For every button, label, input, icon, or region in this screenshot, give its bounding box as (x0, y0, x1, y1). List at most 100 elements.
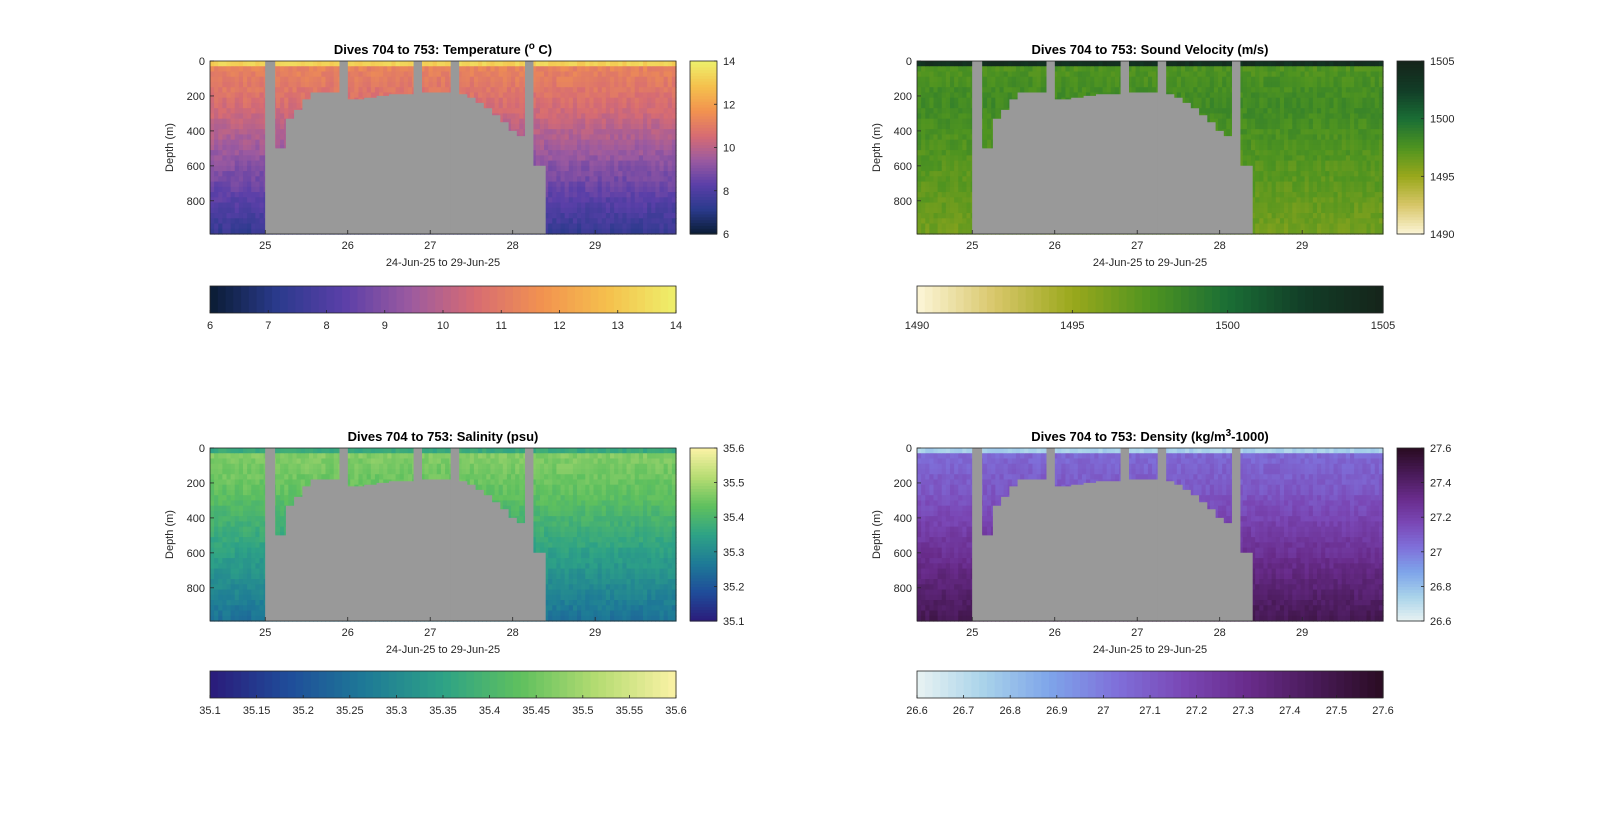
heatmap-cell (242, 218, 248, 225)
heatmap-cell (572, 192, 578, 198)
heatmap-cell (667, 150, 673, 156)
colorbar-segment (690, 176, 717, 180)
heatmap-cell (317, 66, 322, 73)
heatmap-cell (949, 92, 955, 99)
heatmap-cell (564, 202, 570, 209)
heatmap-cell (535, 102, 541, 109)
heatmap-cell (259, 97, 265, 104)
heatmap-cell (284, 113, 289, 120)
heatmap-cell (589, 150, 595, 156)
colorbar-tick-label: 14 (723, 56, 735, 68)
heatmap-cell (234, 197, 240, 204)
heatmap-cell (544, 134, 549, 141)
heatmap-cell (511, 66, 516, 73)
heatmap-cell (966, 207, 972, 214)
heatmap-cell (593, 202, 599, 209)
heatmap-cell (605, 218, 611, 225)
heatmap-cell (284, 66, 289, 73)
heatmap-cell (234, 87, 240, 94)
heatmap-cell (937, 160, 943, 167)
heatmap-cell (251, 160, 256, 167)
heatmap-cell (581, 102, 586, 109)
heatmap-cell (917, 113, 922, 120)
heatmap-cell (991, 113, 996, 120)
heatmap-cell (255, 61, 261, 67)
colorbar-tick-label: 11 (496, 320, 507, 332)
heatmap-cell (242, 76, 248, 83)
heatmap-cell (379, 66, 384, 73)
heatmap-cell (218, 87, 223, 94)
heatmap-cell (234, 171, 240, 177)
colorbar-segment (690, 72, 717, 77)
heatmap-cell (519, 102, 525, 109)
heatmap-cell (634, 171, 640, 177)
heatmap-cell (238, 228, 244, 235)
heatmap-cell (597, 102, 603, 109)
heatmap-cell (498, 71, 504, 78)
heatmap-cell (929, 207, 935, 214)
heatmap-cell (486, 76, 492, 83)
heatmap-cell (255, 176, 261, 183)
heatmap-cell (581, 66, 586, 73)
heatmap-cell (937, 144, 943, 151)
heatmap-cell (589, 202, 595, 209)
heatmap-cell (991, 108, 996, 115)
heatmap-cell (941, 61, 947, 67)
heatmap-cell (925, 181, 930, 188)
heatmap-cell (548, 113, 553, 120)
heatmap-cell (564, 160, 570, 167)
heatmap-cell (275, 97, 281, 104)
heatmap-cell (568, 228, 574, 235)
heatmap-cell (638, 134, 644, 141)
heatmap-cell (593, 61, 599, 67)
heatmap-cell (238, 186, 244, 193)
heatmap-cell (937, 92, 943, 99)
heatmap-cell (622, 129, 628, 135)
heatmap-cell (346, 81, 351, 88)
heatmap-cell (251, 71, 256, 78)
heatmap-cell (552, 207, 557, 214)
heatmap-cell (564, 97, 570, 104)
heatmap-cell (288, 66, 294, 73)
heatmap-cell (300, 87, 306, 94)
heatmap-cell (457, 87, 463, 94)
colorbar-segment (590, 286, 599, 313)
heatmap-cell (622, 134, 628, 141)
heatmap-cell (255, 123, 261, 130)
heatmap-cell (1003, 87, 1009, 94)
heatmap-cell (284, 108, 289, 115)
heatmap-cell (937, 181, 943, 188)
heatmap-cell (954, 87, 959, 94)
heatmap-cell (564, 71, 570, 78)
heatmap-cell (482, 61, 487, 67)
heatmap-cell (917, 87, 922, 94)
heatmap-cell (461, 76, 467, 83)
heatmap-cell (925, 71, 930, 78)
heatmap-cell (618, 123, 623, 130)
heatmap-cell (531, 102, 537, 109)
heatmap-cell (214, 61, 219, 67)
colorbar-segment (690, 121, 717, 126)
heatmap-cell (933, 218, 939, 225)
heatmap-cell (515, 113, 520, 120)
heatmap-cell (585, 218, 590, 225)
heatmap-cell (962, 150, 968, 156)
heatmap-cell (230, 192, 236, 198)
heatmap-cell (548, 186, 553, 193)
heatmap-cell (568, 118, 574, 125)
heatmap-cell (259, 181, 265, 188)
heatmap-cell (465, 92, 471, 99)
heatmap-cell (597, 97, 603, 104)
heatmap-cell (605, 134, 611, 141)
heatmap-cell (325, 71, 331, 78)
heatmap-cell (403, 81, 409, 88)
heatmap-cell (556, 223, 562, 230)
heatmap-cell (655, 134, 661, 141)
heatmap-cell (630, 181, 636, 188)
heatmap-cell (655, 160, 661, 167)
heatmap-cell (564, 192, 570, 198)
heatmap-cell (498, 87, 504, 94)
heatmap-cell (954, 197, 959, 204)
heatmap-cell (560, 66, 566, 73)
heatmap-cell (610, 108, 615, 115)
